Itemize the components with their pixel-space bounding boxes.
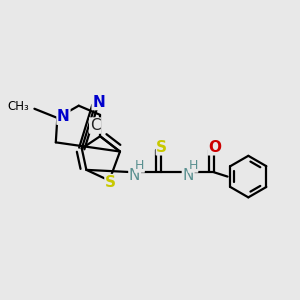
Text: H: H: [188, 159, 198, 172]
Text: O: O: [208, 140, 221, 155]
Text: H: H: [135, 159, 144, 172]
Text: N: N: [182, 169, 194, 184]
Text: N: N: [57, 109, 70, 124]
Text: C: C: [90, 118, 101, 133]
Text: S: S: [156, 140, 167, 155]
Text: N: N: [129, 169, 140, 184]
Text: N: N: [92, 94, 105, 110]
Text: CH₃: CH₃: [7, 100, 29, 113]
Text: S: S: [105, 175, 116, 190]
